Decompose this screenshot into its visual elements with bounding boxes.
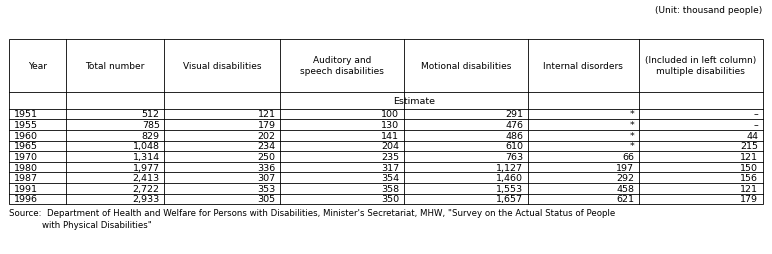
Text: 291: 291 <box>505 110 523 119</box>
Text: 44: 44 <box>746 131 758 140</box>
Text: 1996: 1996 <box>14 195 38 204</box>
Text: 130: 130 <box>381 121 399 130</box>
Text: –: – <box>753 121 758 130</box>
Text: 66: 66 <box>622 152 635 161</box>
Text: 1955: 1955 <box>14 121 38 130</box>
Text: 1,048: 1,048 <box>133 142 160 151</box>
Text: 156: 156 <box>740 173 758 182</box>
Text: 610: 610 <box>505 142 523 151</box>
Text: 234: 234 <box>258 142 276 151</box>
Text: Source:  Department of Health and Welfare for Persons with Disabilities, Ministe: Source: Department of Health and Welfare… <box>9 208 615 229</box>
Text: 307: 307 <box>258 173 276 182</box>
Bar <box>9 39 763 204</box>
Text: 621: 621 <box>616 195 635 204</box>
Text: 317: 317 <box>381 163 399 172</box>
Text: 1991: 1991 <box>14 184 38 193</box>
Text: 486: 486 <box>505 131 523 140</box>
Text: Motional disabilities: Motional disabilities <box>421 61 511 71</box>
Text: 250: 250 <box>258 152 276 161</box>
Text: 1987: 1987 <box>14 173 38 182</box>
Text: 512: 512 <box>142 110 160 119</box>
Text: *: * <box>630 121 635 130</box>
Text: 1,553: 1,553 <box>496 184 523 193</box>
Text: 350: 350 <box>381 195 399 204</box>
Text: (Included in left column)
multiple disabilities: (Included in left column) multiple disab… <box>645 56 757 76</box>
Text: 292: 292 <box>616 173 635 182</box>
Text: 100: 100 <box>381 110 399 119</box>
Text: 204: 204 <box>381 142 399 151</box>
Text: 354: 354 <box>381 173 399 182</box>
Text: 1951: 1951 <box>14 110 38 119</box>
Text: 353: 353 <box>257 184 276 193</box>
Text: 763: 763 <box>505 152 523 161</box>
Text: 1,314: 1,314 <box>133 152 160 161</box>
Text: 121: 121 <box>740 184 758 193</box>
Text: 2,933: 2,933 <box>133 195 160 204</box>
Text: Total number: Total number <box>86 61 144 71</box>
Text: 179: 179 <box>258 121 276 130</box>
Text: 2,413: 2,413 <box>133 173 160 182</box>
Text: 1980: 1980 <box>14 163 38 172</box>
Text: 476: 476 <box>505 121 523 130</box>
Text: Internal disorders: Internal disorders <box>543 61 623 71</box>
Text: 305: 305 <box>258 195 276 204</box>
Text: Estimate: Estimate <box>393 97 435 105</box>
Text: Auditory and
speech disabilities: Auditory and speech disabilities <box>300 56 384 76</box>
Text: 1,127: 1,127 <box>496 163 523 172</box>
Text: –: – <box>753 110 758 119</box>
Text: *: * <box>630 110 635 119</box>
Text: 197: 197 <box>616 163 635 172</box>
Text: Year: Year <box>28 61 47 71</box>
Text: 1,460: 1,460 <box>496 173 523 182</box>
Text: 2,722: 2,722 <box>133 184 160 193</box>
Text: 358: 358 <box>381 184 399 193</box>
Text: 121: 121 <box>258 110 276 119</box>
Text: 215: 215 <box>740 142 758 151</box>
Text: 785: 785 <box>142 121 160 130</box>
Text: 1965: 1965 <box>14 142 38 151</box>
Text: (Unit: thousand people): (Unit: thousand people) <box>655 6 763 15</box>
Text: 1970: 1970 <box>14 152 38 161</box>
Text: *: * <box>630 142 635 151</box>
Text: 179: 179 <box>740 195 758 204</box>
Text: 829: 829 <box>142 131 160 140</box>
Text: 336: 336 <box>257 163 276 172</box>
Text: 141: 141 <box>381 131 399 140</box>
Text: 121: 121 <box>740 152 758 161</box>
Text: 458: 458 <box>616 184 635 193</box>
Text: 1,657: 1,657 <box>496 195 523 204</box>
Text: 235: 235 <box>381 152 399 161</box>
Text: 150: 150 <box>740 163 758 172</box>
Text: 1,977: 1,977 <box>133 163 160 172</box>
Text: 202: 202 <box>258 131 276 140</box>
Text: Visual disabilities: Visual disabilities <box>183 61 262 71</box>
Text: 1960: 1960 <box>14 131 38 140</box>
Text: *: * <box>630 131 635 140</box>
